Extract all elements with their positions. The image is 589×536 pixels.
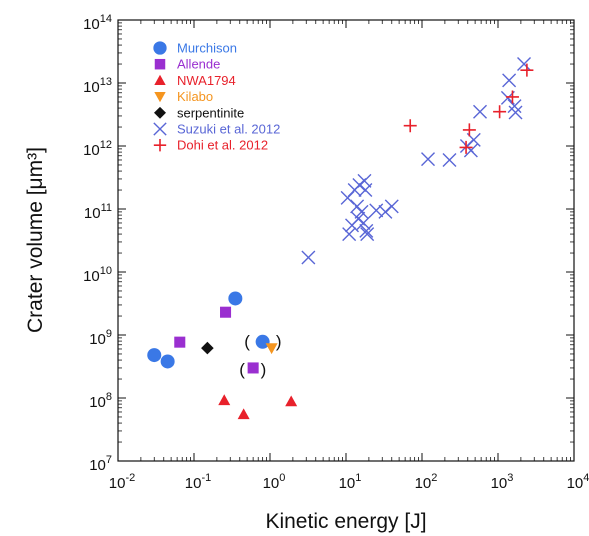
legend-marker-suzuki-et-al-2012 — [153, 122, 167, 136]
point-serpentinite — [201, 341, 214, 355]
point-dohi-et-al-2012 — [505, 90, 519, 104]
point-murchison — [255, 334, 270, 349]
legend-label-allende: Allende — [177, 57, 220, 72]
y-tick-label: 1011 — [84, 202, 112, 222]
point-suzuki-et-al-2012 — [301, 250, 316, 265]
legend: MurchisonAllendeNWA1794Kilaboserpentinit… — [153, 41, 280, 153]
legend-marker-murchison — [153, 41, 167, 55]
plot-area — [117, 19, 575, 462]
point-murchison — [147, 348, 162, 363]
y-axis-title: Crater volume [μm³] — [24, 147, 47, 333]
point-murchison — [160, 354, 175, 369]
point-suzuki-et-al-2012 — [358, 183, 373, 198]
point-suzuki-et-al-2012 — [507, 99, 522, 114]
legend-label-suzuki-et-al-2012: Suzuki et al. 2012 — [177, 122, 280, 137]
point-dohi-et-al-2012 — [493, 105, 507, 119]
legend-label-kilabo: Kilabo — [177, 89, 213, 104]
legend-marker-dohi-et-al-2012 — [153, 139, 167, 152]
point-suzuki-et-al-2012 — [342, 227, 357, 242]
legend-marker-nwa1794 — [154, 74, 166, 85]
y-tick-labels: 107 108 109 1010 1011 1012 1013 1014 — [83, 13, 112, 474]
y-tick-label: 109 — [89, 328, 112, 348]
legend-label-murchison: Murchison — [177, 41, 237, 56]
point-dohi-et-al-2012 — [520, 63, 534, 77]
y-tick-label: 1013 — [83, 76, 112, 96]
point-suzuki-et-al-2012 — [359, 223, 374, 238]
legend-label-serpentinite: serpentinite — [177, 105, 244, 120]
axis-ticks — [117, 19, 575, 462]
point-suzuki-et-al-2012 — [508, 105, 523, 120]
point-allende — [174, 336, 186, 348]
point-allende — [247, 362, 259, 374]
point-suzuki-et-al-2012 — [442, 152, 457, 167]
legend-marker-kilabo — [154, 92, 166, 103]
point-nwa1794 — [237, 408, 250, 420]
legend-marker-allende — [154, 58, 166, 70]
legend-label-nwa1794: NWA1794 — [177, 73, 236, 88]
x-axis-title: Kinetic energy [J] — [265, 510, 426, 533]
point-suzuki-et-al-2012 — [356, 215, 371, 230]
annotation-paren: ) — [276, 332, 282, 351]
y-tick-label: 107 — [89, 454, 112, 474]
x-tick-label: 103 — [491, 472, 514, 492]
point-suzuki-et-al-2012 — [502, 73, 517, 88]
point-nwa1794 — [285, 395, 298, 407]
point-suzuki-et-al-2012 — [384, 199, 399, 214]
legend-label-dohi-et-al-2012: Dohi et al. 2012 — [177, 138, 268, 153]
legend-marker-serpentinite — [154, 106, 166, 119]
point-suzuki-et-al-2012 — [360, 227, 375, 242]
point-suzuki-et-al-2012 — [473, 104, 488, 119]
point-suzuki-et-al-2012 — [517, 57, 532, 72]
data-points — [147, 57, 534, 420]
y-tick-label: 108 — [89, 391, 112, 411]
annotation-paren: ) — [261, 360, 267, 379]
x-tick-label: 104 — [567, 472, 589, 492]
x-tick-label: 101 — [339, 472, 362, 492]
x-tick-label: 102 — [415, 472, 438, 492]
point-dohi-et-al-2012 — [403, 119, 417, 133]
x-tick-label: 10-1 — [185, 472, 211, 492]
annotation-paren: ( — [244, 332, 250, 351]
y-tick-label: 1012 — [83, 139, 112, 159]
point-suzuki-et-al-2012 — [421, 152, 436, 167]
point-suzuki-et-al-2012 — [350, 199, 365, 214]
point-nwa1794 — [218, 394, 231, 406]
point-suzuki-et-al-2012 — [354, 204, 369, 219]
point-murchison — [228, 291, 243, 306]
x-tick-label: 10-2 — [109, 472, 135, 492]
annotations: () () — [239, 332, 281, 379]
point-kilabo — [265, 343, 278, 355]
y-tick-label: 1010 — [83, 265, 112, 285]
y-tick-label: 1014 — [83, 13, 112, 33]
x-tick-label: 100 — [263, 472, 286, 492]
point-dohi-et-al-2012 — [459, 140, 473, 154]
x-tick-labels: 10-2 10-1 100 101 102 103 104 — [109, 472, 589, 492]
point-dohi-et-al-2012 — [462, 123, 476, 137]
annotation-paren: ( — [239, 360, 245, 379]
point-allende — [220, 306, 232, 318]
